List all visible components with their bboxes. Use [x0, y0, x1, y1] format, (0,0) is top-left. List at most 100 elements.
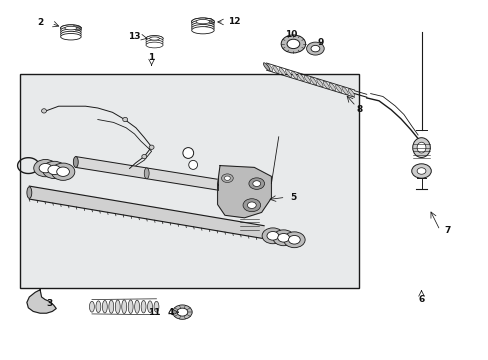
Ellipse shape: [191, 18, 214, 25]
Ellipse shape: [61, 33, 81, 40]
Ellipse shape: [73, 157, 78, 167]
Ellipse shape: [61, 25, 81, 31]
Ellipse shape: [145, 42, 163, 48]
Ellipse shape: [279, 68, 285, 75]
Ellipse shape: [191, 27, 214, 34]
Ellipse shape: [145, 36, 163, 41]
Circle shape: [172, 305, 192, 319]
Ellipse shape: [122, 300, 126, 314]
Text: 10: 10: [285, 30, 297, 39]
Ellipse shape: [27, 187, 32, 198]
Ellipse shape: [272, 66, 279, 73]
Circle shape: [247, 202, 256, 208]
Ellipse shape: [416, 142, 425, 153]
Ellipse shape: [149, 37, 159, 40]
Ellipse shape: [412, 138, 429, 158]
Circle shape: [39, 163, 52, 173]
Ellipse shape: [191, 20, 214, 27]
Ellipse shape: [147, 301, 152, 312]
Ellipse shape: [134, 300, 139, 313]
Ellipse shape: [61, 29, 81, 36]
Circle shape: [51, 163, 75, 180]
Ellipse shape: [291, 71, 297, 79]
Ellipse shape: [102, 301, 107, 313]
Text: 12: 12: [228, 17, 241, 26]
Circle shape: [252, 181, 260, 186]
Text: 6: 6: [418, 295, 424, 304]
Ellipse shape: [144, 168, 149, 179]
Ellipse shape: [335, 85, 341, 93]
Bar: [20, 74, 359, 288]
Ellipse shape: [323, 81, 329, 89]
Ellipse shape: [347, 89, 354, 96]
Text: 1: 1: [148, 53, 154, 62]
Circle shape: [286, 39, 299, 49]
Ellipse shape: [109, 300, 114, 313]
Ellipse shape: [263, 63, 269, 71]
Ellipse shape: [115, 300, 120, 314]
Circle shape: [288, 235, 300, 244]
Text: 13: 13: [128, 32, 141, 41]
Ellipse shape: [191, 24, 214, 32]
Ellipse shape: [304, 75, 310, 83]
Ellipse shape: [196, 19, 209, 24]
Ellipse shape: [183, 148, 193, 158]
Text: 4: 4: [167, 307, 174, 317]
Ellipse shape: [89, 301, 94, 312]
Ellipse shape: [266, 64, 272, 71]
Text: 2: 2: [37, 18, 43, 27]
Circle shape: [42, 161, 66, 179]
Ellipse shape: [142, 154, 146, 159]
Circle shape: [243, 199, 260, 212]
Circle shape: [266, 231, 278, 240]
Circle shape: [57, 167, 69, 176]
Text: 9: 9: [316, 38, 323, 47]
Ellipse shape: [154, 301, 159, 312]
Circle shape: [272, 230, 294, 246]
Polygon shape: [217, 166, 271, 218]
Ellipse shape: [128, 300, 133, 314]
Ellipse shape: [61, 31, 81, 38]
Ellipse shape: [191, 18, 214, 25]
Circle shape: [224, 176, 230, 180]
Text: 11: 11: [147, 307, 160, 317]
Polygon shape: [29, 186, 264, 239]
Circle shape: [34, 159, 57, 177]
Circle shape: [262, 228, 283, 244]
Circle shape: [248, 178, 264, 189]
Circle shape: [306, 42, 324, 55]
Ellipse shape: [141, 301, 146, 313]
Ellipse shape: [316, 79, 323, 87]
Ellipse shape: [64, 26, 77, 30]
Circle shape: [416, 168, 425, 174]
Ellipse shape: [188, 161, 197, 170]
Ellipse shape: [41, 109, 46, 113]
Ellipse shape: [297, 73, 304, 81]
Ellipse shape: [145, 36, 163, 41]
Text: 5: 5: [290, 193, 296, 202]
Circle shape: [281, 35, 305, 53]
Ellipse shape: [310, 77, 316, 85]
Circle shape: [411, 164, 430, 178]
Polygon shape: [76, 157, 217, 190]
Circle shape: [310, 45, 319, 52]
Circle shape: [283, 232, 305, 248]
Text: 3: 3: [47, 299, 53, 307]
Circle shape: [48, 165, 61, 175]
Ellipse shape: [191, 22, 214, 30]
Ellipse shape: [145, 40, 163, 46]
Ellipse shape: [122, 117, 127, 122]
Text: 8: 8: [356, 105, 362, 114]
Ellipse shape: [149, 145, 154, 149]
Ellipse shape: [285, 69, 291, 77]
Ellipse shape: [329, 83, 335, 91]
Ellipse shape: [61, 25, 81, 31]
Circle shape: [277, 234, 289, 242]
Ellipse shape: [341, 87, 347, 95]
Text: 7: 7: [444, 226, 450, 235]
Polygon shape: [27, 290, 56, 313]
Ellipse shape: [145, 38, 163, 44]
Ellipse shape: [61, 27, 81, 33]
Ellipse shape: [96, 301, 101, 312]
Circle shape: [177, 308, 187, 316]
